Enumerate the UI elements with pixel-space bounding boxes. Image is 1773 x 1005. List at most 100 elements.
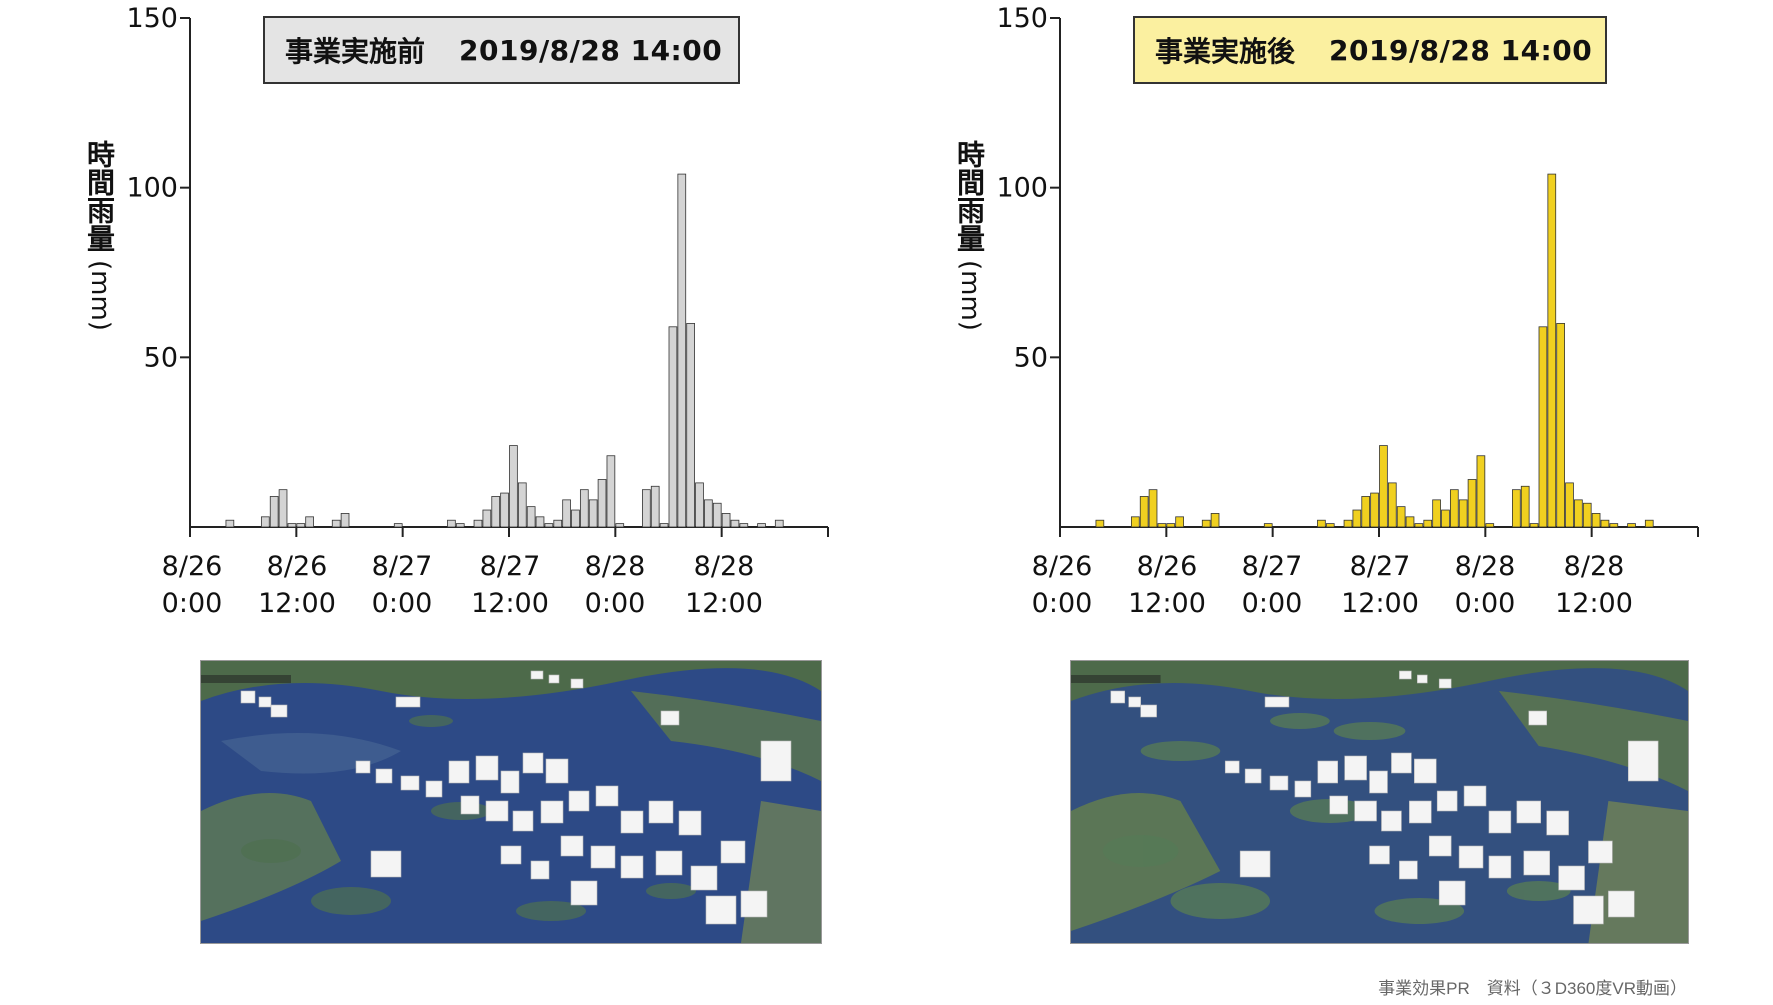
rainfall-bar: [544, 523, 554, 528]
chart-subtitle: 2019/8/28 14:00: [1329, 33, 1593, 67]
x-tick-label: 8/26 0:00: [161, 551, 223, 619]
flood-3d-map-after: [1070, 660, 1689, 944]
rainfall-bar: [455, 523, 465, 528]
rainfall-bar: [225, 519, 235, 528]
rainfall-bar: [482, 509, 492, 528]
rainfall-bar: [331, 519, 341, 528]
chart-title-box-after: 事業実施後 2019/8/28 14:00: [1133, 16, 1607, 84]
x-tick-label: 8/27 12:00: [1341, 551, 1419, 619]
rainfall-bar: [757, 523, 766, 528]
chart-title: 事業実施後: [1155, 35, 1296, 68]
rainfall-bar: [500, 492, 509, 528]
rainfall-bar: [1317, 519, 1326, 528]
rainfall-bar: [588, 499, 598, 528]
rainfall-bar: [1423, 519, 1433, 528]
y-axis-unit: (mm): [85, 260, 115, 331]
rainfall-bar: [1574, 499, 1583, 528]
rainfall-bar: [1538, 326, 1548, 528]
rainfall-bar: [1166, 523, 1176, 528]
x-tick-label: 8/28 12:00: [685, 551, 763, 619]
rainfall-bar: [1467, 479, 1477, 528]
rainfall-bar: [1441, 509, 1450, 528]
y-axis-label: 時間雨量 (mm): [953, 140, 990, 331]
rainfall-bar: [739, 523, 749, 528]
rainfall-bar: [1370, 492, 1379, 528]
rainfall-bar: [1565, 482, 1574, 528]
axis-line: [189, 18, 828, 528]
y-axis-title: 時間雨量: [83, 140, 116, 252]
panel-before: 150 100 50 時間雨量 (mm) 事業実施前 2019/8/28 14:00…: [0, 0, 880, 1005]
rainfall-bar: [1529, 523, 1539, 528]
rainfall-bar: [269, 496, 279, 528]
x-tick-label: 8/26 12:00: [1128, 551, 1206, 619]
rainfall-bar: [1352, 509, 1362, 528]
y-tick-label: 100: [996, 173, 1048, 204]
rainfall-bar: [1405, 516, 1415, 528]
rainfall-bar: [340, 513, 350, 528]
rainfall-bar: [712, 502, 722, 528]
x-tick-label: 8/27 12:00: [471, 551, 549, 619]
rainfall-bar: [1396, 506, 1406, 528]
rainfall-bar: [1591, 513, 1601, 528]
rainfall-bar: [1361, 496, 1371, 528]
rainfall-bar: [650, 485, 660, 528]
x-tick-label: 8/27 0:00: [1241, 551, 1303, 619]
rainfall-bar: [526, 506, 536, 528]
y-axis-label: 時間雨量 (mm): [83, 140, 120, 331]
rainfall-bar: [509, 445, 518, 528]
x-tick-label: 8/26 0:00: [1031, 551, 1093, 619]
x-tick-label: 8/26 12:00: [258, 551, 336, 619]
rainfall-bar: [1130, 516, 1140, 528]
chart-title-box-before: 事業実施前 2019/8/28 14:00: [263, 16, 740, 84]
rainfall-bar: [579, 489, 589, 528]
rainfall-bar: [473, 519, 483, 528]
panel-after: 150 100 50 時間雨量 (mm) 事業実施後 2019/8/28 14:00…: [870, 0, 1750, 1005]
rainfall-bar: [1263, 523, 1273, 528]
rainfall-bar: [1582, 502, 1592, 528]
rainfall-bar: [1556, 322, 1565, 528]
rainfall-bar: [686, 322, 695, 528]
rainfall-bar: [447, 519, 456, 528]
rainfall-bar: [668, 326, 678, 528]
y-tick-label: 50: [1014, 342, 1048, 373]
rainfall-bar: [1449, 489, 1459, 528]
rainfall-bar: [1414, 523, 1424, 528]
rainfall-chart-after: 150 100 50: [996, 3, 1699, 537]
rainfall-bar: [1139, 496, 1149, 528]
rainfall-bar: [1379, 445, 1388, 528]
rainfall-bar: [1325, 523, 1335, 528]
rainfall-bar: [1644, 519, 1654, 528]
y-axis-title: 時間雨量: [953, 140, 986, 252]
rainfall-bar: [677, 173, 687, 528]
rainfall-bar: [393, 523, 403, 528]
rainfall-bar: [721, 513, 731, 528]
rainfall-bar: [1387, 482, 1397, 528]
rainfall-bar: [1600, 519, 1610, 528]
y-tick-label: 50: [144, 342, 178, 373]
rainfall-bar: [517, 482, 527, 528]
rainfall-bar: [1547, 173, 1557, 528]
rainfall-bar: [1512, 489, 1521, 528]
rainfall-bar: [642, 489, 651, 528]
axis-line: [1059, 18, 1698, 528]
rainfall-bar: [1520, 485, 1530, 528]
rainfall-bar: [704, 499, 713, 528]
rainfall-bar: [553, 519, 563, 528]
y-tick-label: 150: [126, 3, 178, 34]
rainfall-bar: [615, 523, 625, 528]
x-tick-label: 8/28 12:00: [1555, 551, 1633, 619]
rainfall-bar: [287, 523, 297, 528]
rainfall-bar: [1095, 519, 1105, 528]
y-axis-unit: (mm): [955, 260, 985, 331]
rainfall-bar: [1458, 499, 1468, 528]
y-tick-label: 100: [126, 173, 178, 204]
rainfall-bar: [597, 479, 607, 528]
rainfall-bar: [260, 516, 270, 528]
rainfall-bar: [1210, 513, 1220, 528]
rainfall-bar: [1485, 523, 1495, 528]
rainfall-bar: [296, 523, 306, 528]
rainfall-bar: [774, 519, 784, 528]
chart-title: 事業実施前: [285, 35, 426, 68]
footer-note: 事業効果PR 資料（３D360度VR動画）: [1378, 979, 1687, 998]
rainfall-bar: [305, 516, 314, 528]
